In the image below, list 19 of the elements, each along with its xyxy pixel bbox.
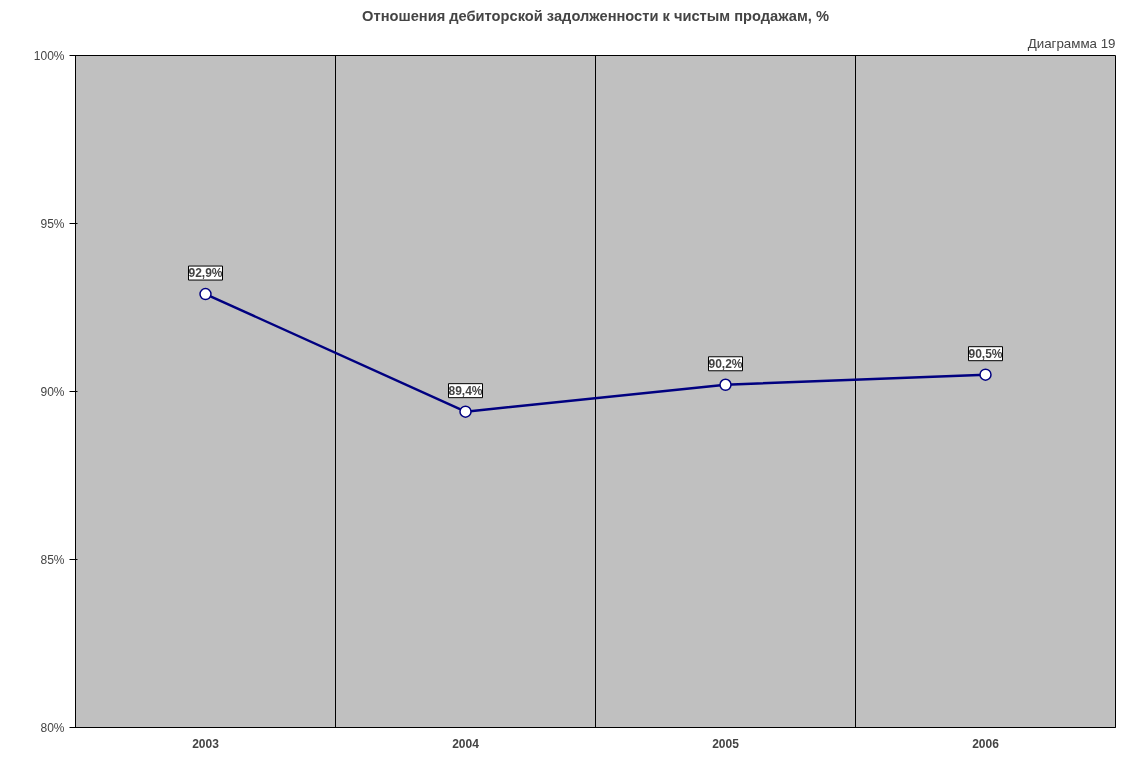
data-label: 90,2% bbox=[708, 356, 743, 371]
text: Диаграмма 19 bbox=[1027, 35, 1116, 51]
point bbox=[459, 405, 472, 418]
data-label: 90,5% bbox=[968, 346, 1003, 361]
data-label: 89,4% bbox=[448, 383, 483, 398]
chart-title: Отношения дебиторской задолженности к чистым продажам, % bbox=[362, 7, 829, 24]
y-tick-label: 85% bbox=[40, 552, 65, 567]
y-tick-label: 95% bbox=[40, 216, 65, 231]
x-tick-label: 2004 bbox=[452, 736, 480, 751]
y-tick-label: 100% bbox=[33, 48, 65, 63]
point bbox=[199, 287, 212, 301]
data-label: 92,9% bbox=[188, 266, 223, 281]
point bbox=[979, 368, 992, 381]
x-tick-label: 2006 bbox=[972, 736, 1000, 751]
point bbox=[719, 378, 732, 392]
y-tick-label: 90% bbox=[40, 384, 65, 399]
x-tick-label: 2005 bbox=[712, 736, 740, 751]
x-tick-label: 2003 bbox=[192, 736, 220, 751]
y-tick-label: 80% bbox=[40, 720, 65, 735]
